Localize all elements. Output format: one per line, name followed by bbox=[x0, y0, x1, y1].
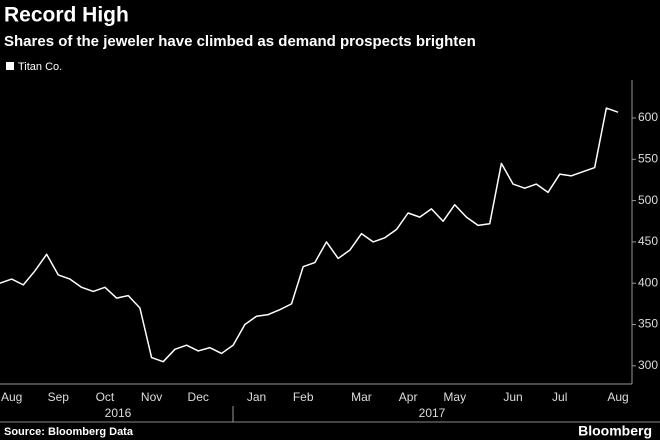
x-tick-label: Feb bbox=[293, 390, 314, 404]
x-tick-label: Mar bbox=[351, 390, 372, 404]
x-tick-label: Oct bbox=[96, 390, 115, 404]
y-tick-label: 450 bbox=[638, 234, 658, 248]
x-tick-label: Jan bbox=[247, 390, 266, 404]
y-tick-label: 350 bbox=[638, 317, 658, 331]
legend-label: Titan Co. bbox=[18, 61, 62, 73]
y-tick-label: 550 bbox=[638, 151, 658, 165]
year-label: 2017 bbox=[419, 406, 446, 420]
brand: Bloomberg bbox=[578, 423, 652, 439]
x-tick-label: Dec bbox=[188, 390, 209, 404]
y-tick-label: 600 bbox=[638, 110, 658, 124]
x-tick-label: Jul bbox=[552, 390, 567, 404]
line-series bbox=[0, 107, 619, 363]
chart-title: Record High bbox=[4, 4, 129, 27]
source: Source: Bloomberg Data bbox=[4, 426, 134, 438]
y-tick-label: 500 bbox=[638, 193, 658, 207]
x-tick-label: Aug bbox=[607, 390, 628, 404]
y-tick-label: 300 bbox=[638, 358, 658, 372]
x-tick-label: Apr bbox=[399, 390, 418, 404]
chart-subtitle: Shares of the jeweler have climbed as de… bbox=[4, 33, 476, 50]
y-tick-label: 400 bbox=[638, 275, 658, 289]
legend-swatch bbox=[6, 62, 14, 70]
x-tick-label: Aug bbox=[1, 390, 22, 404]
x-tick-label: Jun bbox=[503, 390, 522, 404]
x-tick-label: Nov bbox=[141, 390, 162, 404]
x-tick-label: May bbox=[443, 390, 466, 404]
year-label: 2016 bbox=[105, 406, 132, 420]
x-tick-label: Sep bbox=[48, 390, 70, 404]
